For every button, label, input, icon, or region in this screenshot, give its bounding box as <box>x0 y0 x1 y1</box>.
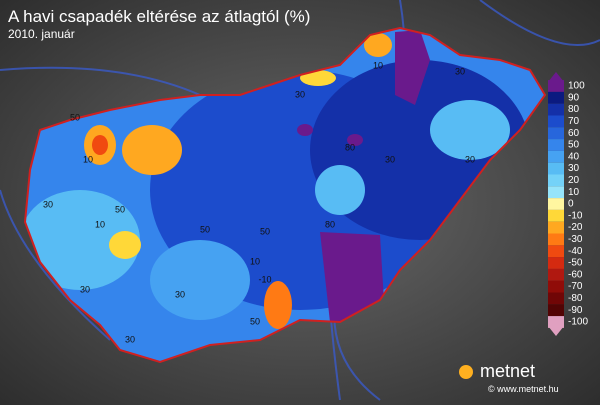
contour-label: 30 <box>455 66 465 76</box>
contour-label: 10 <box>373 60 383 70</box>
legend-label: 30 <box>568 163 580 174</box>
legend-swatch <box>548 127 564 140</box>
logo-sun <box>459 365 473 379</box>
legend-label: -70 <box>568 281 583 292</box>
contour-label: 30 <box>125 334 135 344</box>
legend-swatch <box>548 221 564 234</box>
legend-swatch <box>548 174 564 187</box>
legend-label: -80 <box>568 293 583 304</box>
contour-label: 50 <box>200 224 210 234</box>
contour-label: 10 <box>83 154 93 164</box>
legend-swatch <box>548 233 564 246</box>
title: A havi csapadék eltérése az átlagtól (%) <box>8 7 310 26</box>
legend-swatch <box>548 186 564 199</box>
contour-label: 30 <box>43 199 53 209</box>
legend-swatch <box>548 91 564 104</box>
legend-label: 80 <box>568 104 580 115</box>
legend-swatch <box>548 245 564 258</box>
legend-arrow-bottom <box>548 326 564 336</box>
legend-label: -30 <box>568 234 583 245</box>
contour-label: 50 <box>115 204 125 214</box>
contour-label: 50 <box>260 226 270 236</box>
legend-swatch <box>548 115 564 128</box>
legend-label: 50 <box>568 140 580 151</box>
contour-label: 30 <box>80 284 90 294</box>
legend-swatch <box>548 198 564 210</box>
legend-swatch <box>548 162 564 175</box>
legend-label: 20 <box>568 175 580 186</box>
legend-label: 60 <box>568 128 580 139</box>
legend-arrow-top <box>548 72 564 82</box>
legend-swatch <box>548 268 564 281</box>
legend-label: -60 <box>568 269 583 280</box>
legend-swatch <box>548 150 564 163</box>
contour-label: 30 <box>175 289 185 299</box>
legend-swatch <box>548 280 564 293</box>
contour-label: 50 <box>250 316 260 326</box>
legend-label: 40 <box>568 151 580 162</box>
contour-label: -10 <box>258 274 271 284</box>
contour-label: 80 <box>345 142 355 152</box>
contour-label: 30 <box>385 154 395 164</box>
legend-label: -10 <box>568 210 583 221</box>
legend-label: -40 <box>568 246 583 257</box>
legend-label: 10 <box>568 187 580 198</box>
legend-label: -50 <box>568 258 583 269</box>
contour-label: 30 <box>465 154 475 164</box>
legend-label: 100 <box>568 81 585 92</box>
legend-swatch <box>548 257 564 269</box>
contour-label: 10 <box>250 256 260 266</box>
logo: metnet © www.metnet.hu <box>459 361 559 394</box>
legend-label: 0 <box>568 199 574 210</box>
legend: 1009080706050403020100-10-20-30-40-50-60… <box>548 72 588 336</box>
subtitle: 2010. január <box>8 27 75 41</box>
legend-label: 90 <box>568 92 580 103</box>
contour-label: 50 <box>70 112 80 122</box>
contour-label: 10 <box>95 219 105 229</box>
legend-label: 70 <box>568 116 580 127</box>
legend-label: -90 <box>568 305 583 316</box>
legend-label: -100 <box>568 317 588 328</box>
contour-label: 30 <box>295 89 305 99</box>
legend-swatch <box>548 292 564 305</box>
legend-swatch <box>548 103 564 116</box>
logo-name: metnet <box>480 361 535 381</box>
legend-swatch <box>548 316 564 328</box>
legend-swatch <box>548 139 564 151</box>
legend-swatch <box>548 209 564 222</box>
contour-labels: 30 50 10 30 50 10 30 50 30 80 30 50 80 30 10 -10 30 50 30 1… <box>43 60 475 344</box>
contour-label: 80 <box>325 219 335 229</box>
logo-url: © www.metnet.hu <box>488 384 559 394</box>
legend-swatch <box>548 80 564 92</box>
legend-label: -20 <box>568 222 583 233</box>
legend-swatch <box>548 304 564 317</box>
